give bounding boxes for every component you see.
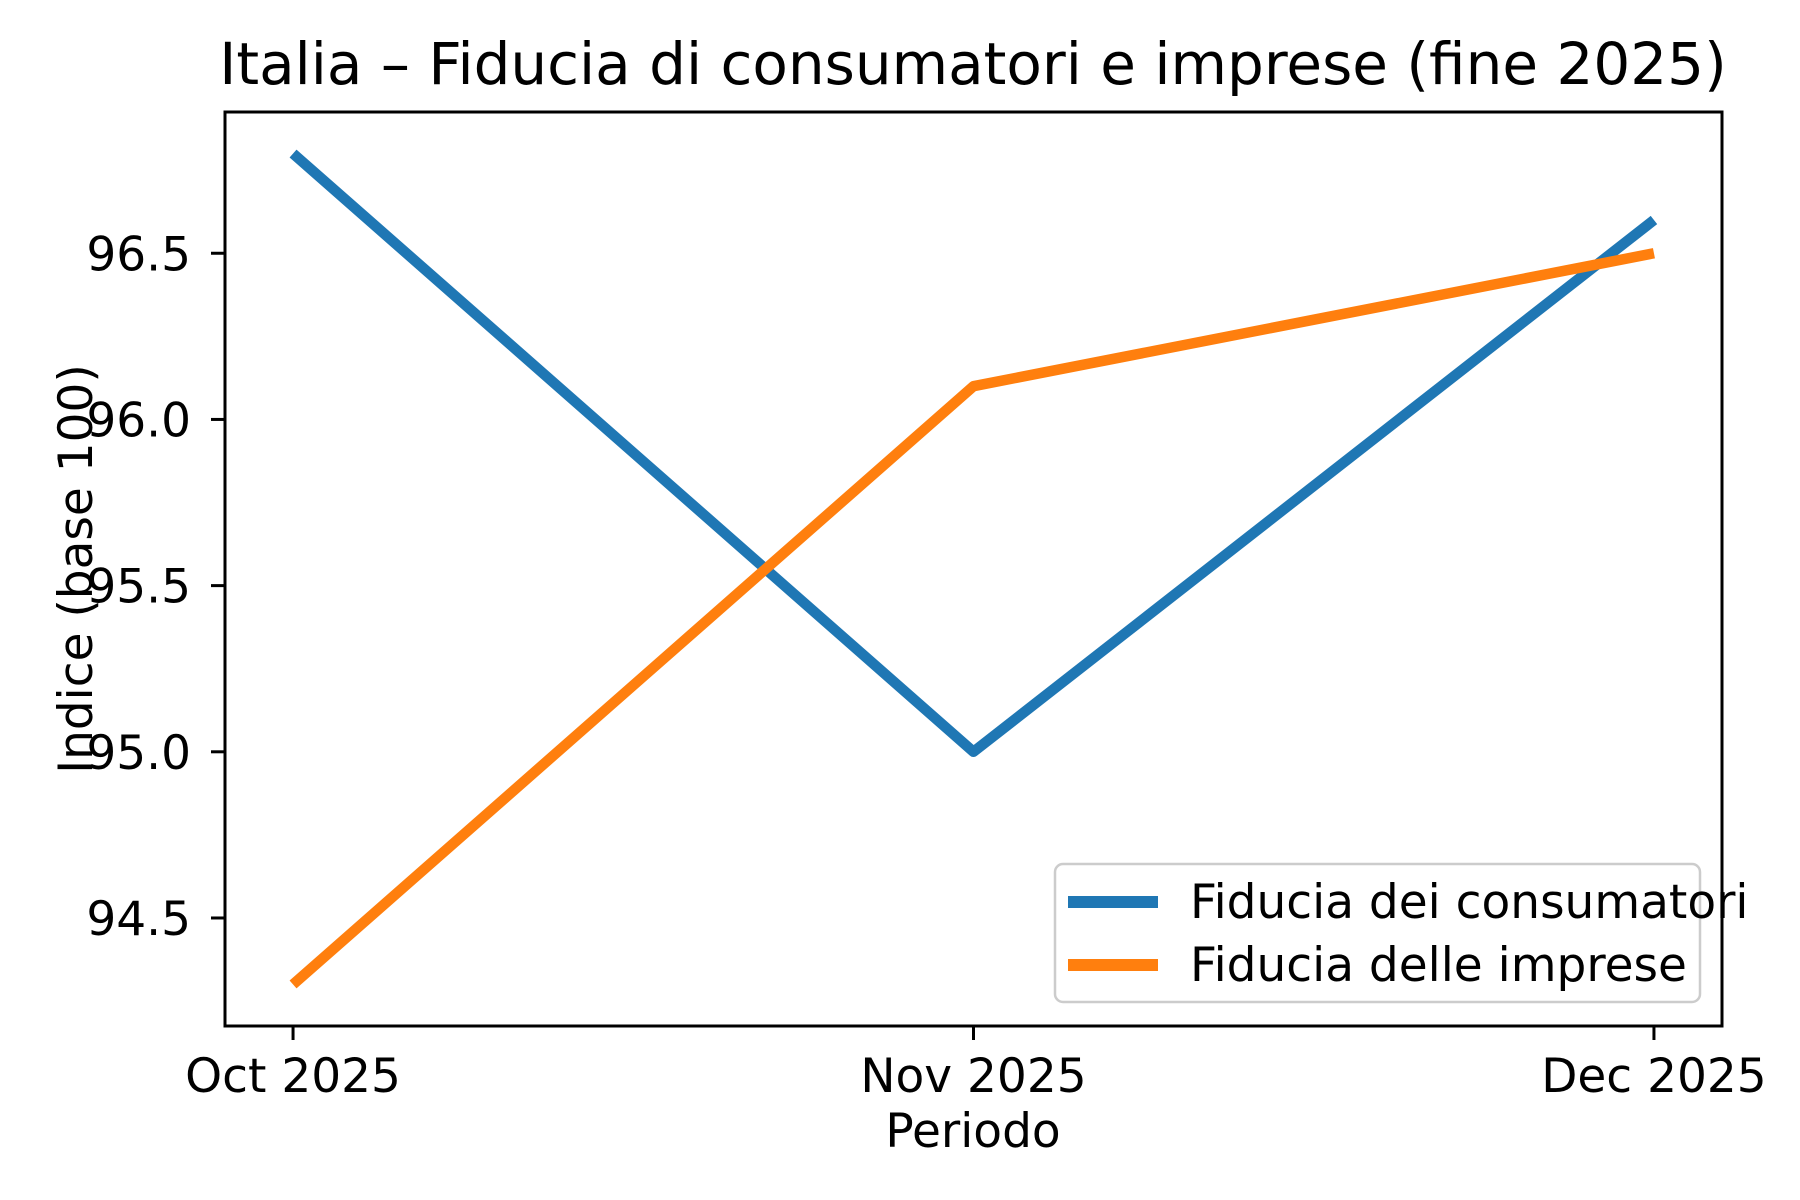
x-tick-label: Dec 2025 [1541, 1049, 1767, 1104]
y-tick-label: 94.5 [86, 892, 191, 947]
x-axis-ticks: Oct 2025 Nov 2025 Dec 2025 [185, 1026, 1767, 1104]
plot-border [223, 110, 1724, 1028]
plot-series [289, 149, 1658, 989]
y-tick-label: 95.0 [86, 726, 191, 781]
y-axis-ticks: 94.5 95.0 95.5 96.0 96.5 [86, 227, 225, 947]
y-axis-label: Indice (base 100) [49, 364, 104, 774]
x-tick-label: Oct 2025 [185, 1049, 401, 1104]
y-tick-label: 96.5 [86, 227, 191, 282]
y-tick-label: 95.5 [86, 560, 191, 615]
series-line-0 [289, 149, 1658, 758]
legend-entry-label-0: Fiducia dei consumatori [1190, 875, 1749, 930]
series-line-1 [289, 248, 1655, 989]
x-axis-label: Periodo [885, 1104, 1060, 1159]
y-tick-label: 96.0 [86, 393, 191, 448]
legend-box [1053, 862, 1702, 1004]
chart-title: Italia – Fiducia di consumatori e impres… [219, 30, 1726, 98]
legend: Fiducia dei consumatori Fiducia delle imp… [1053, 862, 1749, 1004]
legend-entry-label-1: Fiducia delle imprese [1190, 938, 1687, 993]
x-tick-label: Nov 2025 [860, 1049, 1086, 1104]
